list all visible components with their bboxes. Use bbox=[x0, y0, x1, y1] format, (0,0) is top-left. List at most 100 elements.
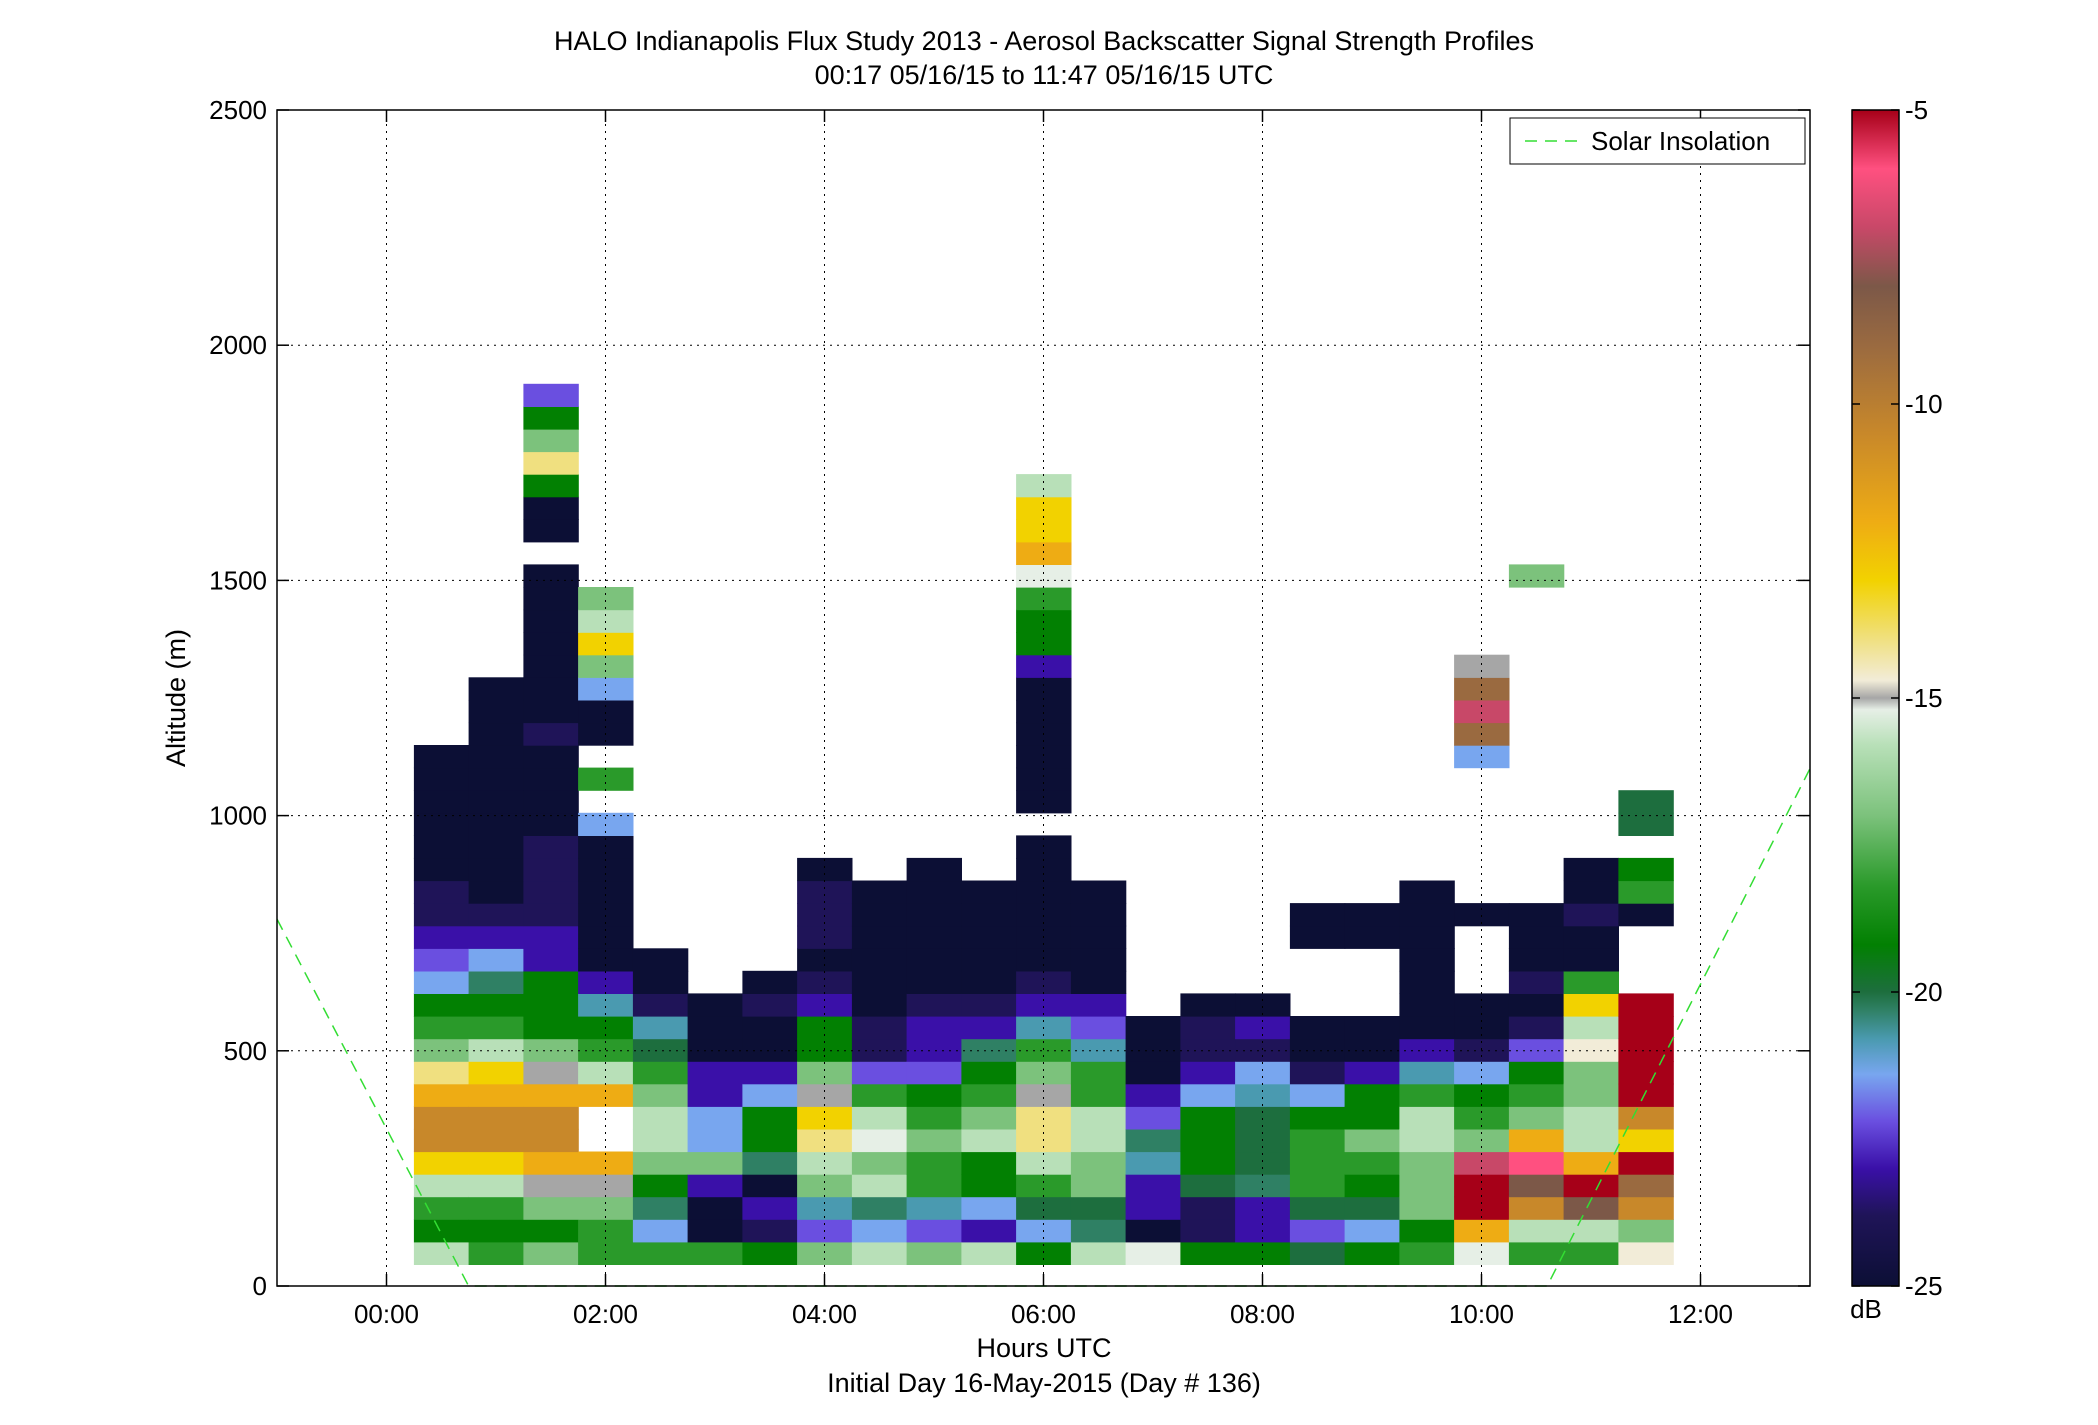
heatmap-cell bbox=[961, 880, 1017, 904]
heatmap-cell bbox=[797, 948, 853, 972]
colorbar-unit: dB bbox=[1850, 1294, 1882, 1324]
heatmap-cell bbox=[851, 1151, 908, 1175]
heatmap-cell bbox=[1180, 1128, 1236, 1153]
heatmap-cell bbox=[523, 587, 579, 611]
heatmap-cell bbox=[578, 699, 634, 724]
heatmap-cell bbox=[578, 903, 634, 927]
heatmap-cell bbox=[1508, 1241, 1565, 1265]
heatmap-cell bbox=[851, 1196, 908, 1220]
heatmap-cell bbox=[413, 767, 470, 791]
x-tick-label: 04:00 bbox=[792, 1299, 857, 1329]
heatmap-cell bbox=[1508, 1174, 1565, 1198]
heatmap-cell bbox=[1563, 1196, 1619, 1220]
heatmap-cell bbox=[906, 1016, 962, 1040]
heatmap-cell bbox=[413, 880, 470, 904]
heatmap-cell bbox=[687, 1151, 743, 1175]
heatmap-cell bbox=[1399, 1106, 1455, 1130]
heatmap-cell bbox=[468, 1083, 524, 1107]
heatmap-cell bbox=[578, 1151, 634, 1175]
heatmap-cell bbox=[687, 1083, 743, 1107]
x-tick-label: 06:00 bbox=[1011, 1299, 1076, 1329]
heatmap-cell bbox=[523, 745, 579, 769]
heatmap-cell bbox=[1508, 993, 1565, 1017]
heatmap-cell bbox=[1016, 677, 1072, 701]
heatmap-cell bbox=[1125, 1016, 1181, 1040]
heatmap-cell bbox=[413, 948, 470, 972]
heatmap-cell bbox=[523, 451, 579, 475]
heatmap-cell bbox=[1344, 1106, 1400, 1130]
heatmap-cell bbox=[413, 993, 470, 1017]
heatmap-cell bbox=[413, 903, 470, 927]
heatmap-cell bbox=[1454, 1174, 1510, 1198]
heatmap-cell bbox=[1289, 1106, 1346, 1130]
heatmap-cell bbox=[797, 880, 853, 904]
heatmap-cell bbox=[523, 699, 579, 724]
colorbar-tick-label: -15 bbox=[1905, 683, 1943, 713]
heatmap-cell bbox=[1344, 1174, 1400, 1198]
heatmap-cell bbox=[1508, 1196, 1565, 1220]
heatmap-cell bbox=[851, 1061, 908, 1085]
heatmap-cell bbox=[1454, 1196, 1510, 1220]
y-tick-label: 1000 bbox=[209, 801, 267, 831]
heatmap-cell bbox=[1180, 1106, 1236, 1130]
heatmap-cell bbox=[1180, 993, 1236, 1017]
heatmap-cell bbox=[1618, 1219, 1674, 1243]
heatmap-cell bbox=[742, 1061, 798, 1085]
heatmap-cell bbox=[523, 857, 579, 882]
heatmap-cell bbox=[1563, 1174, 1619, 1198]
heatmap-cell bbox=[687, 993, 743, 1017]
heatmap-cell bbox=[578, 948, 634, 972]
heatmap-cell bbox=[413, 1219, 470, 1243]
heatmap-cell bbox=[523, 1128, 579, 1153]
heatmap-cell bbox=[413, 1241, 470, 1265]
heatmap-cell bbox=[1618, 1174, 1674, 1198]
heatmap-cell bbox=[1399, 970, 1455, 994]
heatmap-cell bbox=[468, 767, 524, 791]
heatmap-cell bbox=[961, 1106, 1017, 1130]
heatmap-cell bbox=[578, 1241, 634, 1265]
heatmap-cell bbox=[523, 948, 579, 972]
heatmap-cell bbox=[1070, 925, 1127, 949]
heatmap-cell bbox=[1618, 1106, 1674, 1130]
y-tick-label: 2500 bbox=[209, 95, 267, 125]
heatmap-cell bbox=[1289, 1174, 1346, 1198]
heatmap-cell bbox=[413, 857, 470, 882]
heatmap-cell bbox=[742, 970, 798, 994]
heatmap-cell bbox=[1289, 1219, 1346, 1243]
heatmap-cell bbox=[1235, 1151, 1291, 1175]
legend: Solar Insolation bbox=[1509, 117, 1806, 165]
heatmap-cell bbox=[1454, 699, 1510, 724]
heatmap-cell bbox=[906, 857, 962, 882]
heatmap-cell bbox=[906, 1083, 962, 1107]
heatmap-cell bbox=[1618, 903, 1674, 927]
heatmap-cell bbox=[797, 993, 853, 1017]
heatmap-cell bbox=[523, 903, 579, 927]
heatmap-cell bbox=[523, 496, 579, 520]
heatmap-cell bbox=[523, 970, 579, 994]
heatmap-cell bbox=[1125, 1196, 1181, 1220]
colorbar-tick-label: -20 bbox=[1905, 977, 1943, 1007]
y-tick-label: 1500 bbox=[209, 565, 267, 595]
heatmap-cell bbox=[797, 1174, 853, 1198]
heatmap-cell bbox=[523, 1061, 579, 1085]
heatmap-cell bbox=[468, 722, 524, 746]
heatmap-cell bbox=[1618, 790, 1674, 814]
heatmap-cell bbox=[1070, 948, 1127, 972]
chart-subtitle: 00:17 05/16/15 to 11:47 05/16/15 UTC bbox=[815, 60, 1274, 90]
heatmap-cell bbox=[468, 948, 524, 972]
heatmap-cell bbox=[1125, 1128, 1181, 1153]
heatmap-cell bbox=[1235, 1083, 1291, 1107]
heatmap-cell bbox=[742, 1174, 798, 1198]
heatmap-cell bbox=[468, 903, 524, 927]
heatmap-cell bbox=[1070, 1151, 1127, 1175]
heatmap-cell bbox=[742, 1128, 798, 1153]
heatmap-cell bbox=[906, 993, 962, 1017]
heatmap-cell bbox=[1344, 1016, 1400, 1040]
heatmap-cell bbox=[1563, 903, 1619, 927]
heatmap-cell bbox=[468, 1151, 524, 1175]
heatmap-cell bbox=[1070, 1106, 1127, 1130]
heatmap-cell bbox=[1508, 970, 1565, 994]
heatmap-cell bbox=[1399, 1241, 1455, 1265]
heatmap-cell bbox=[523, 1016, 579, 1040]
heatmap-cell bbox=[1180, 1241, 1236, 1265]
